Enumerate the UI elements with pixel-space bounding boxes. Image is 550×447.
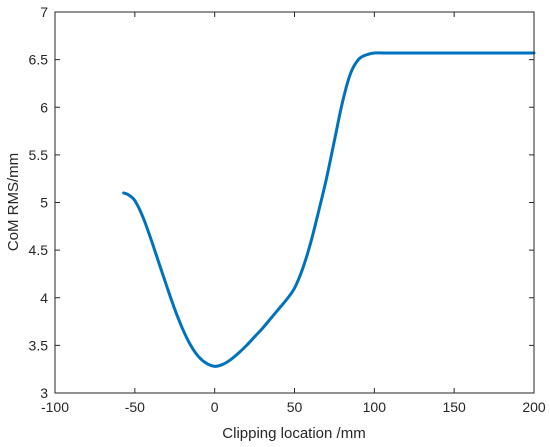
- y-tick-label: 3: [40, 385, 48, 401]
- y-tick-label: 4: [40, 290, 48, 306]
- plot-frame: [54, 11, 535, 394]
- y-tick-label: 6: [40, 99, 48, 115]
- x-tick-label: -100: [41, 399, 69, 415]
- x-tick-label: 50: [287, 399, 303, 415]
- y-tick-label: 7: [40, 4, 48, 20]
- series-line: [122, 51, 536, 368]
- y-tick-label: 3.5: [29, 337, 49, 353]
- x-tick-label: -50: [125, 399, 145, 415]
- x-axis-label: Clipping location /mm: [222, 425, 365, 442]
- y-tick-label: 6.5: [29, 52, 49, 68]
- y-tick-label: 5.5: [29, 147, 49, 163]
- x-tick-label: 200: [522, 399, 546, 415]
- x-tick-label: 150: [442, 399, 466, 415]
- x-tick-label: 0: [211, 399, 219, 415]
- plot-area: [55, 12, 534, 393]
- tick-group: -100 -50 0 50 100 150 200 3 3.5 4 4.5 5 5.5 6 6.5 7: [29, 4, 546, 415]
- y-axis-label: CoM RMS/mm: [5, 153, 22, 251]
- y-tick-label: 4.5: [29, 242, 49, 258]
- y-tick-label: 5: [40, 195, 48, 211]
- x-tick-label: 100: [363, 399, 387, 415]
